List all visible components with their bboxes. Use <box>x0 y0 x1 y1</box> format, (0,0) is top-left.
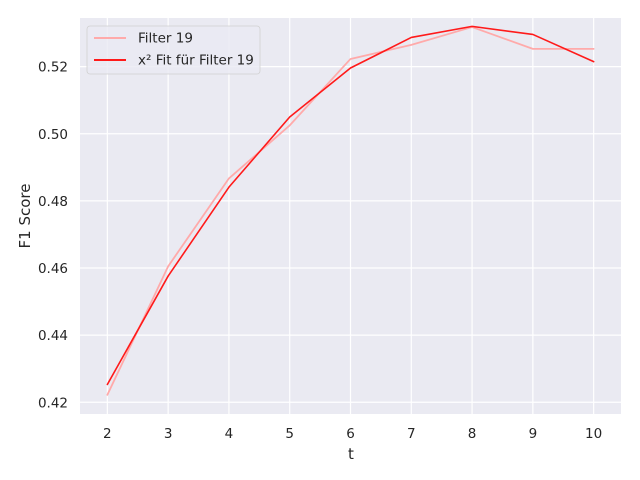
legend-box <box>86 25 261 75</box>
y-tick-label: 0.50 <box>38 127 68 143</box>
x-tick-label: 9 <box>529 426 538 442</box>
y-tick-label: 0.44 <box>38 328 68 344</box>
x-tick-label: 4 <box>225 426 234 442</box>
y-tick-label: 0.42 <box>38 395 68 411</box>
y-gridlines <box>80 66 621 403</box>
x-axis-label: t <box>348 445 354 463</box>
legend-label-series-0: Filter 19 <box>138 31 193 47</box>
y-tick-label: 0.52 <box>38 60 68 76</box>
series-line-0 <box>106 26 595 396</box>
legend-label-series-1: x² Fit für Filter 19 <box>138 53 254 69</box>
x-tick-label: 3 <box>164 426 173 442</box>
series-lines <box>106 25 595 396</box>
y-axis-label: F1 Score <box>16 184 34 249</box>
series-line-1 <box>106 25 595 386</box>
legend: Filter 19 x² Fit für Filter 19 <box>86 25 261 75</box>
x-tick-label: 2 <box>103 426 112 442</box>
x-tick-label: 8 <box>468 426 477 442</box>
x-tick-label: 6 <box>346 426 355 442</box>
x-tick-label: 10 <box>585 426 602 442</box>
y-tick-label: 0.48 <box>38 194 68 210</box>
x-tick-labels: 2 3 4 5 6 7 8 9 10 <box>103 426 602 442</box>
x-tick-label: 7 <box>407 426 416 442</box>
y-tick-label: 0.46 <box>38 261 68 277</box>
y-tick-labels: 0.42 0.44 0.46 0.48 0.50 0.52 <box>38 60 68 412</box>
x-gridlines <box>106 18 595 414</box>
x-tick-label: 5 <box>285 426 294 442</box>
